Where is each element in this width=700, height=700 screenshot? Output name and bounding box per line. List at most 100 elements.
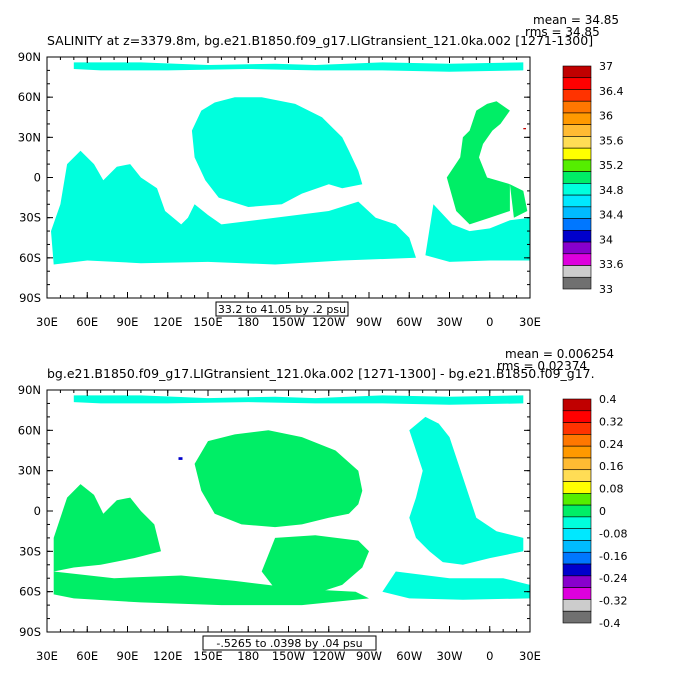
y-tick-label: 90N [18, 50, 41, 64]
region-mediterranean-outflow [523, 128, 526, 130]
colorbar-swatch [562, 265, 592, 278]
x-tick-label: 150W [272, 649, 305, 663]
region-indian-ocean [53, 484, 162, 572]
colorbar-swatch [562, 398, 592, 412]
chart-stat: rms = 34.85 [525, 25, 600, 39]
colorbar-swatch [562, 230, 592, 243]
x-tick-label: 120W [312, 649, 345, 663]
colorbar-label: 0.16 [599, 460, 624, 473]
colorbar-label: -0.16 [599, 550, 627, 563]
colorbar-swatch [562, 147, 592, 161]
y-tick-label: 90S [19, 625, 41, 639]
chart-stat: rms = 0.02374 [497, 359, 587, 373]
colorbar-swatch [562, 112, 592, 125]
colorbar-swatch [562, 276, 592, 290]
colorbar-swatch [562, 206, 592, 219]
y-tick-label: 30N [18, 464, 41, 478]
y-tick-label: 60N [18, 423, 41, 437]
colorbar-label: 36.4 [599, 85, 624, 98]
colorbar-label: -0.08 [599, 527, 627, 540]
region-indian-ocean [51, 150, 416, 265]
colorbar-swatch [562, 422, 592, 435]
region-south-atlantic [425, 204, 530, 262]
colorbar-label: -0.4 [599, 617, 620, 630]
x-tick-label: 30E [36, 315, 58, 329]
colorbar-swatch [562, 65, 592, 79]
colorbar-swatch [562, 434, 592, 447]
x-tick-label: 180 [237, 649, 259, 663]
colorbar-swatch [562, 89, 592, 102]
y-tick-label: 60S [19, 585, 41, 599]
x-tick-label: 30W [436, 649, 462, 663]
region-southern-ocean [53, 571, 369, 606]
colorbar-label: 0.24 [599, 438, 624, 451]
colorbar-swatch [562, 563, 592, 577]
colorbar-swatch [562, 410, 592, 423]
colorbar-swatch [562, 610, 592, 624]
colorbar-swatch [562, 504, 592, 518]
colorbar-label: -0.24 [599, 572, 627, 585]
x-tick-label: 150W [272, 315, 305, 329]
region-arctic-band [73, 62, 524, 72]
x-tick-label: 60E [76, 649, 98, 663]
colorbar-swatch [562, 136, 592, 149]
region-atlantic [409, 416, 524, 565]
region-mid-atlantic [509, 184, 528, 218]
colorbar-label: 33 [599, 283, 613, 296]
x-tick-label: 90W [356, 315, 382, 329]
chart-panel-1: SALINITY at z=3379.8m, bg.e21.B1850.f09_… [18, 13, 624, 329]
x-tick-label: 120E [153, 649, 182, 663]
chart-panel-2: bg.e21.B1850.f09_g17.LIGtransient_121.0k… [18, 347, 628, 663]
range-label-box [215, 301, 349, 317]
colorbar-label: 34 [599, 233, 613, 246]
colorbar-swatch [562, 124, 592, 137]
region-south-atlantic-south-ocean [382, 571, 530, 600]
colorbar-label: 34.8 [599, 184, 624, 197]
colorbar-label: 35.6 [599, 134, 624, 147]
colorbar-label: 33.6 [599, 258, 624, 271]
y-tick-label: 30N [18, 130, 41, 144]
colorbar-label: 37 [599, 60, 613, 73]
x-tick-label: 60W [396, 649, 422, 663]
y-tick-label: 60N [18, 90, 41, 104]
chart-stat: mean = 34.85 [533, 13, 619, 27]
x-tick-label: 180 [237, 315, 259, 329]
x-tick-label: 0 [486, 315, 493, 329]
colorbar-swatch [562, 516, 592, 529]
colorbar-swatch [562, 540, 592, 553]
colorbar-swatch [562, 100, 592, 114]
x-tick-label: 150E [193, 315, 222, 329]
y-tick-label: 90S [19, 291, 41, 305]
colorbar-swatch [562, 587, 592, 600]
y-tick-label: 30S [19, 544, 41, 558]
colorbar-swatch [562, 493, 592, 506]
colorbar-swatch [562, 77, 592, 90]
colorbar-label: -0.32 [599, 595, 627, 608]
range-label: 33.2 to 41.05 by .2 psu [218, 303, 346, 316]
colorbar-label: 0.08 [599, 483, 624, 496]
region-south-pacific [261, 535, 369, 596]
x-tick-label: 60W [396, 315, 422, 329]
colorbar-swatch [562, 171, 592, 184]
x-tick-label: 30E [36, 649, 58, 663]
chart-title: bg.e21.B1850.f09_g17.LIGtransient_121.0k… [47, 366, 595, 381]
colorbar-swatch [562, 469, 592, 482]
colorbar-label: 0.32 [599, 415, 624, 428]
x-tick-label: 30E [519, 315, 541, 329]
x-tick-label: 30E [519, 649, 541, 663]
colorbar-swatch [562, 183, 592, 196]
x-tick-label: 0 [486, 649, 493, 663]
y-tick-label: 0 [34, 171, 41, 185]
colorbar-swatch [562, 241, 592, 255]
colorbar-label: 34.4 [599, 209, 624, 222]
range-label: -.5265 to .0398 by .04 psu [216, 637, 362, 650]
colorbar-swatch [562, 159, 592, 172]
range-label-box [202, 635, 377, 651]
colorbar-swatch [562, 528, 592, 541]
x-tick-label: 90E [117, 649, 139, 663]
x-tick-label: 30W [436, 315, 462, 329]
colorbar-label: 0 [599, 505, 606, 518]
region-north-pacific [194, 430, 363, 528]
region-north-atlantic [446, 101, 510, 225]
